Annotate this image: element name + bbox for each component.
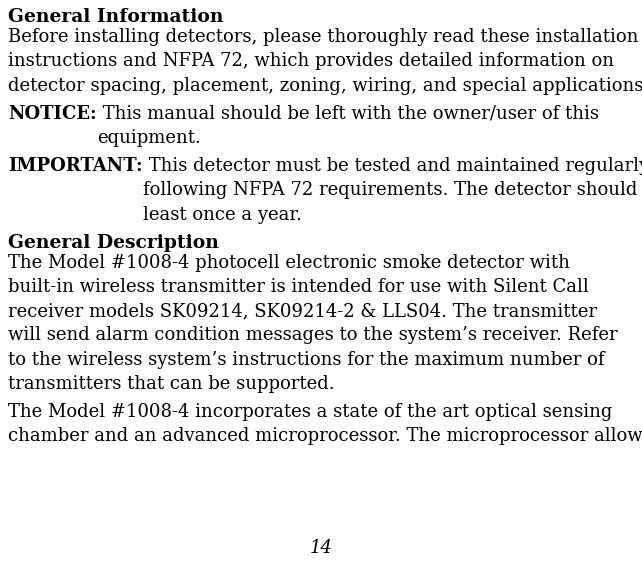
Text: Before installing detectors, please thoroughly read these installation
instructi: Before installing detectors, please thor…: [8, 28, 642, 94]
Text: The Model #1008-4 incorporates a state of the art optical sensing
chamber and an: The Model #1008-4 incorporates a state o…: [8, 403, 642, 446]
Text: This manual should be left with the owner/user of this
equipment.: This manual should be left with the owne…: [97, 105, 598, 147]
Text: IMPORTANT:: IMPORTANT:: [8, 157, 143, 175]
Text: General Description: General Description: [8, 233, 219, 251]
Text: 14: 14: [309, 539, 333, 557]
Text: NOTICE:: NOTICE:: [8, 105, 97, 122]
Text: General Information: General Information: [8, 8, 223, 26]
Text: The Model #1008-4 photocell electronic smoke detector with
built-in wireless tra: The Model #1008-4 photocell electronic s…: [8, 254, 618, 393]
Text: This detector must be tested and maintained regularly
following NFPA 72 requirem: This detector must be tested and maintai…: [143, 157, 642, 224]
